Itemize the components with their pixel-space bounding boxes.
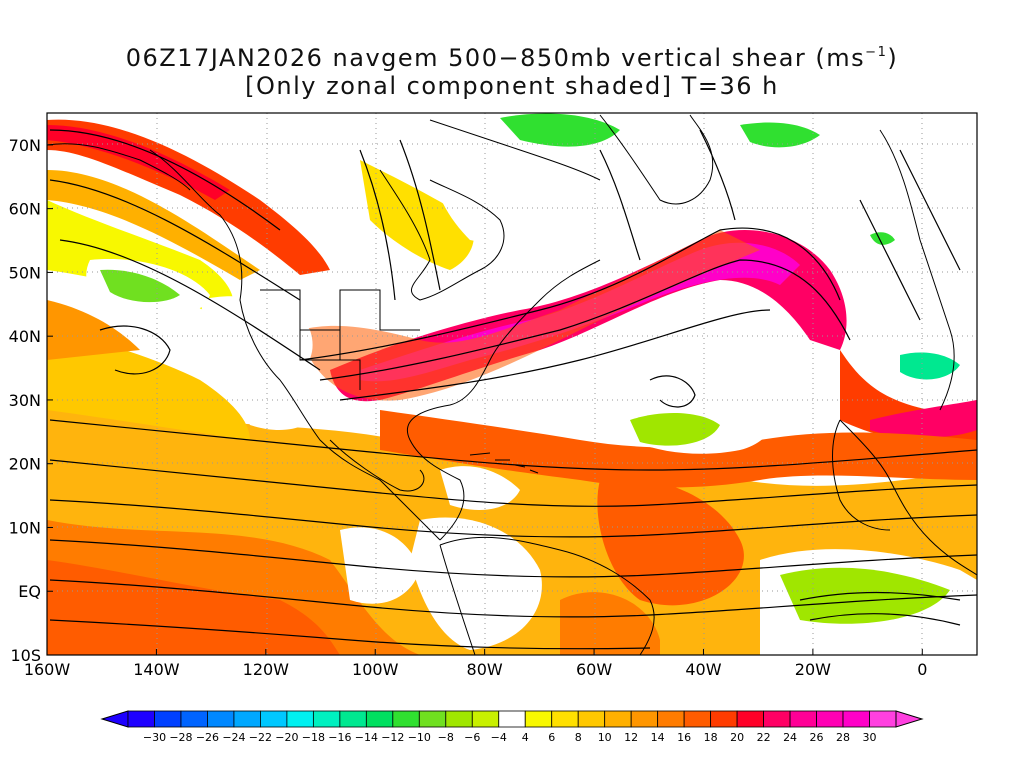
chart-title-line2: [Only zonal component shaded] T=36 h <box>245 72 779 100</box>
y-tick-label: 10S <box>10 646 41 665</box>
colorbar-label: −26 <box>196 731 219 744</box>
y-axis-labels: 70N 60N 50N 40N 30N 20N 10N EQ 10S <box>9 136 53 665</box>
colorbar-label: 22 <box>757 731 771 744</box>
colorbar-label: −14 <box>355 731 378 744</box>
colorbar-label: −12 <box>381 731 404 744</box>
colorbar-label: 10 <box>598 731 612 744</box>
colorbar-swatch <box>763 710 791 728</box>
colorbar-label: −6 <box>464 731 480 744</box>
colorbar-label: −30 <box>143 731 166 744</box>
colorbar-swatch <box>154 710 182 728</box>
title-superscript: −1 <box>865 45 888 60</box>
colorbar-swatch <box>233 710 261 728</box>
shear-streamlines <box>49 129 977 650</box>
y-tick-label: EQ <box>18 582 41 601</box>
y-tick-label: 20N <box>9 455 41 474</box>
title-suffix: ) <box>887 44 899 72</box>
colorbar-swatch <box>577 710 606 728</box>
colorbar-swatch <box>207 710 235 728</box>
colorbar-swatch <box>657 710 685 728</box>
colorbar-swatch <box>789 710 817 728</box>
colorbar-label: 6 <box>548 731 555 744</box>
colorbar-label: −10 <box>408 731 431 744</box>
colorbar-label: 24 <box>783 731 797 744</box>
colorbar-label: −18 <box>302 731 325 744</box>
colorbar-swatch <box>127 710 155 728</box>
colorbar-label: 12 <box>624 731 638 744</box>
colorbar-swatch <box>604 710 632 728</box>
colorbar-label: −22 <box>249 731 272 744</box>
colorbar-swatch <box>551 710 579 728</box>
x-tick-label: 0 <box>917 660 927 679</box>
colorbar-swatch <box>524 710 553 728</box>
colorbar-swatch <box>445 710 473 728</box>
x-tick-label: 80W <box>467 660 503 679</box>
colorbar-swatch <box>498 710 526 728</box>
colorbar-swatch <box>260 710 288 728</box>
x-tick-label: 160W <box>24 660 71 679</box>
x-tick-label: 20W <box>795 660 831 679</box>
colorbar-label: −4 <box>491 731 507 744</box>
y-tick-label: 10N <box>9 518 41 537</box>
y-tick-label: 50N <box>9 263 41 282</box>
colorbar: −30 −28 −26 −24 −22 −20 −18 −16 −14 −12 −10 −8 −6 −4 4… <box>100 710 924 744</box>
colorbar-label: −20 <box>275 731 298 744</box>
colorbar-label: −24 <box>222 731 245 744</box>
colorbar-label: 16 <box>677 731 691 744</box>
colorbar-label: 30 <box>863 731 877 744</box>
colorbar-swatch <box>418 710 447 728</box>
x-axis-labels: 160W 140W 120W 100W 80W 60W 40W 20W 0 <box>24 649 927 679</box>
colorbar-swatch <box>816 710 844 728</box>
chart-title-line1: 06Z17JAN2026 navgem 500−850mb vertical s… <box>0 44 1024 72</box>
colorbar-label: 4 <box>522 731 529 744</box>
colorbar-swatch <box>736 710 764 728</box>
x-tick-label: 140W <box>133 660 180 679</box>
colorbar-under-arrow <box>100 710 129 728</box>
x-tick-label: 40W <box>685 660 721 679</box>
title-prefix: 06Z17JAN2026 navgem 500−850mb vertical s… <box>125 44 866 72</box>
x-tick-label: 60W <box>576 660 612 679</box>
x-tick-label: 100W <box>352 660 399 679</box>
colorbar-swatch <box>710 710 738 728</box>
y-tick-label: 70N <box>9 136 41 155</box>
colorbar-label: −16 <box>328 731 351 744</box>
colorbar-swatch <box>180 710 208 728</box>
colorbar-label: 8 <box>575 731 582 744</box>
colorbar-swatch <box>869 710 897 728</box>
y-tick-label: 40N <box>9 327 41 346</box>
colorbar-label: 14 <box>651 731 665 744</box>
colorbar-label: 28 <box>836 731 850 744</box>
colorbar-label: 20 <box>730 731 744 744</box>
colorbar-label: 26 <box>810 731 824 744</box>
y-tick-label: 30N <box>9 391 41 410</box>
plot-frame <box>46 112 978 656</box>
colorbar-swatch <box>339 710 367 728</box>
colorbar-swatch <box>312 710 341 728</box>
colorbar-label: −8 <box>438 731 454 744</box>
colorbar-label: 18 <box>704 731 718 744</box>
x-tick-label: 120W <box>243 660 290 679</box>
colorbar-swatch <box>286 710 314 728</box>
colorbar-swatch <box>471 710 500 728</box>
colorbar-swatch <box>630 710 659 728</box>
colorbar-swatch <box>392 710 420 728</box>
colorbar-swatch <box>842 710 870 728</box>
coastlines <box>47 114 977 655</box>
colorbar-swatch <box>683 710 712 728</box>
colorbar-label: −28 <box>169 731 192 744</box>
colorbar-over-arrow <box>895 710 924 728</box>
y-tick-label: 60N <box>9 200 41 219</box>
colorbar-swatch <box>365 710 394 728</box>
